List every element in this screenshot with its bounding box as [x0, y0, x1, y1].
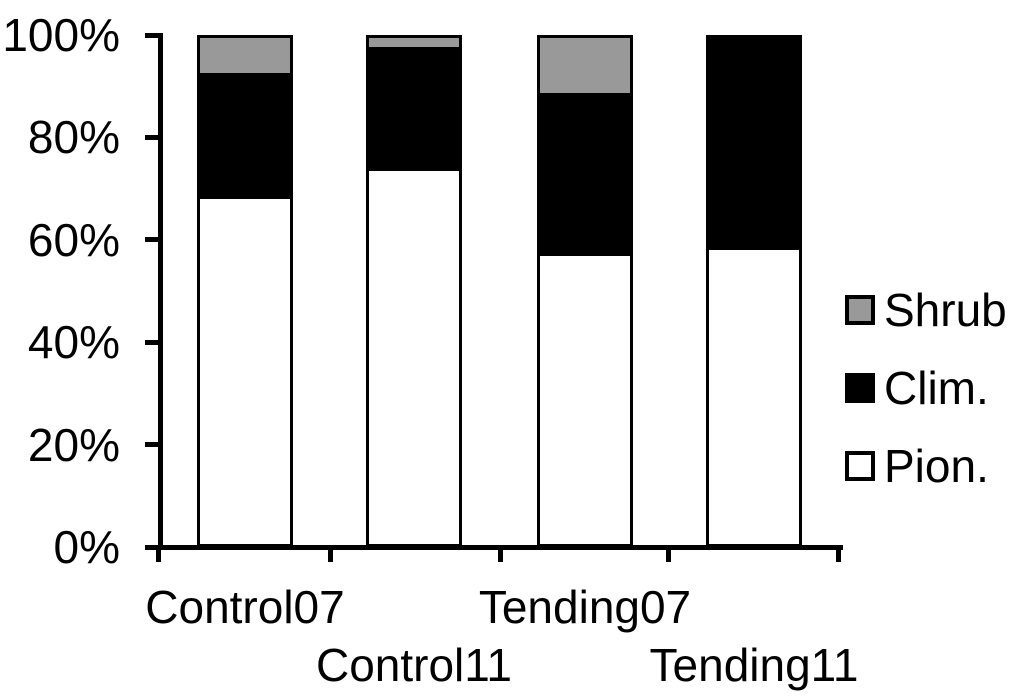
x-tick-3 [665, 545, 671, 562]
x-category-label-tending07: Tending07 [478, 581, 692, 633]
y-axis-line [158, 32, 163, 550]
y-axis-tick-label-40: 40% [27, 316, 120, 369]
bar-tending11-pion-segment [706, 247, 802, 547]
y-axis-tick-label-80: 80% [27, 111, 120, 164]
y-tick-40 [145, 339, 158, 345]
y-tick-60 [145, 237, 158, 243]
y-axis-tick-label-60: 60% [27, 213, 120, 266]
bar-control11-shrub-segment [366, 35, 462, 51]
x-tick-4 [835, 545, 841, 562]
y-axis-tick-label-100: 100% [2, 9, 120, 61]
legend-label-pion: Pion. [884, 440, 989, 492]
legend-item-pion: Pion. [845, 443, 989, 489]
bar-control11-pion-segment [366, 168, 462, 547]
x-category-label-control07: Control07 [145, 581, 345, 633]
x-tick-1 [327, 545, 333, 562]
bar-control07-shrub-segment [197, 35, 293, 76]
x-tick-2 [497, 545, 503, 562]
y-tick-80 [145, 134, 158, 140]
bar-control07-clim-segment [197, 75, 293, 197]
bar-tending07-pion-segment [537, 252, 633, 547]
bar-control07-pion-segment [197, 196, 293, 547]
bar-tending07-clim-segment [537, 96, 633, 253]
legend-item-shrub: Shrub [845, 287, 1007, 333]
x-category-label-tending11: Tending11 [649, 639, 859, 691]
y-tick-0 [145, 544, 158, 550]
legend-marker-clim-swatch-icon [845, 373, 875, 403]
x-tick-0 [155, 545, 161, 562]
legend-label-shrub: Shrub [884, 284, 1007, 336]
bar-control11-clim-segment [366, 50, 462, 169]
y-tick-20 [145, 442, 158, 448]
bar-tending07-shrub-segment [537, 35, 633, 97]
legend-label-clim: Clim. [884, 362, 989, 414]
y-axis-tick-label-20: 20% [27, 418, 120, 471]
y-tick-100 [145, 32, 158, 38]
bar-tending11-clim-segment [706, 35, 802, 248]
legend-marker-pion-swatch-icon [845, 451, 875, 481]
legend-marker-shrub-swatch-icon [845, 295, 875, 325]
y-axis-tick-label-0: 0% [53, 521, 120, 573]
legend-item-clim: Clim. [845, 365, 989, 411]
x-category-label-control11: Control11 [315, 639, 513, 691]
